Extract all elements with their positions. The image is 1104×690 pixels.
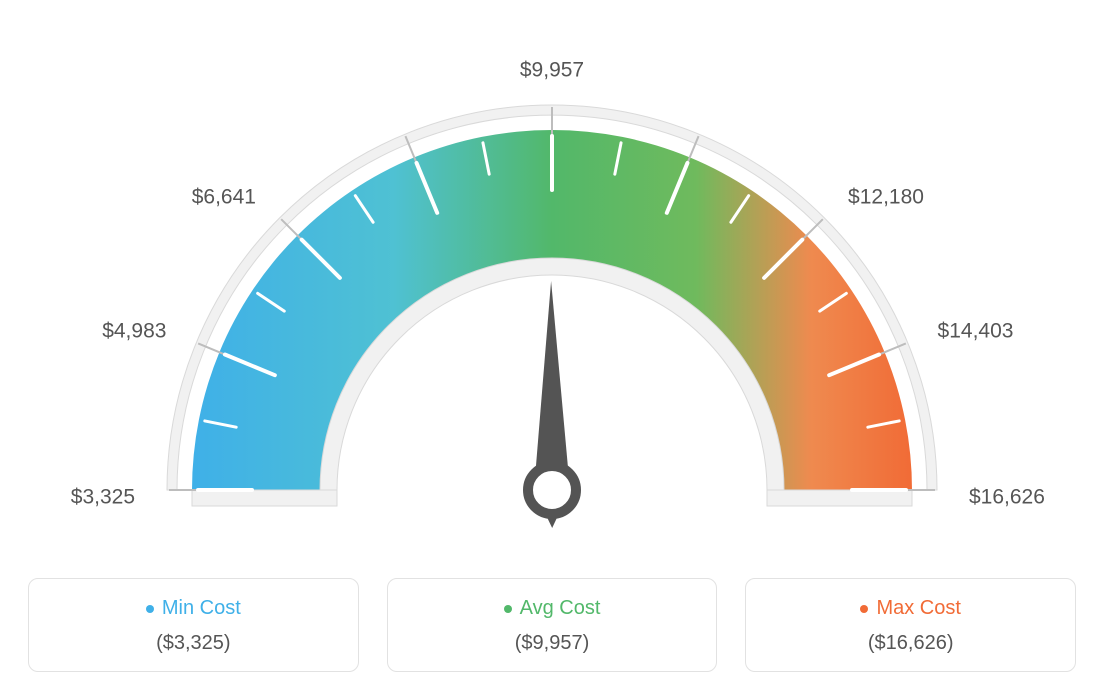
scale-label: $12,180 bbox=[848, 186, 924, 209]
legend-title-avg-text: Avg Cost bbox=[520, 597, 601, 620]
scale-label: $14,403 bbox=[938, 319, 1014, 342]
legend-title-avg: Avg Cost bbox=[504, 597, 601, 620]
scale-label: $6,641 bbox=[192, 186, 256, 209]
gauge-chart-container: $3,325 $4,983 $6,641 $9,957 $12,180 $14,403 $1… bbox=[0, 0, 1104, 690]
gauge-svg: $3,325 $4,983 $6,641 $9,957 $12,180 $14,403 $1… bbox=[32, 20, 1072, 560]
legend-dot-avg bbox=[504, 605, 512, 613]
legend-card-avg: Avg Cost ($9,957) bbox=[387, 578, 718, 672]
legend-card-min: Min Cost ($3,325) bbox=[28, 578, 359, 672]
legend-card-max: Max Cost ($16,626) bbox=[745, 578, 1076, 672]
legend-title-max-text: Max Cost bbox=[876, 597, 960, 620]
scale-label: $16,626 bbox=[969, 486, 1045, 509]
legend-title-min: Min Cost bbox=[146, 597, 241, 620]
legend-dot-min bbox=[146, 605, 154, 613]
legend-value-avg: ($9,957) bbox=[398, 632, 707, 655]
scale-label: $3,325 bbox=[71, 486, 135, 509]
legend-dot-max bbox=[860, 605, 868, 613]
legend-value-min: ($3,325) bbox=[39, 632, 348, 655]
legend-title-max: Max Cost bbox=[860, 597, 960, 620]
scale-label: $9,957 bbox=[520, 59, 584, 82]
legend-value-max: ($16,626) bbox=[756, 632, 1065, 655]
scale-label: $4,983 bbox=[102, 319, 166, 342]
legend-row: Min Cost ($3,325) Avg Cost ($9,957) Max … bbox=[0, 578, 1104, 672]
gauge-area: $3,325 $4,983 $6,641 $9,957 $12,180 $14,403 $1… bbox=[0, 0, 1104, 560]
legend-title-min-text: Min Cost bbox=[162, 597, 241, 620]
